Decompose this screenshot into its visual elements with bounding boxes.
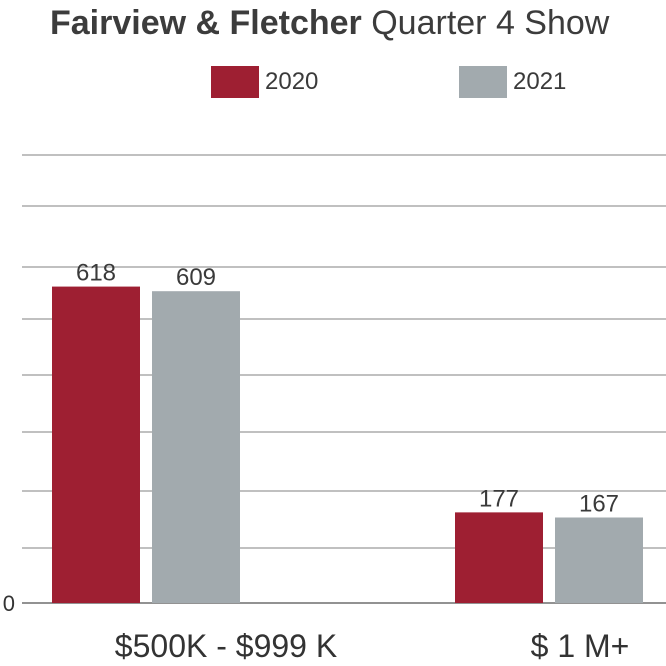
bar-2021-0 <box>152 291 240 603</box>
chart-title: Fairview & Fletcher Quarter 4 Show <box>50 4 609 43</box>
legend-swatch-2021 <box>459 66 507 98</box>
data-label-2020-0: 618 <box>76 260 116 287</box>
legend-label-2021: 2021 <box>513 68 567 95</box>
chart-title-rest: Quarter 4 Show <box>371 4 610 42</box>
legend-item-2021: 2021 <box>459 66 566 98</box>
chart-title-bold: Fairview & Fletcher <box>50 4 362 42</box>
legend-item-2020: 2020 <box>211 66 318 98</box>
x-tick-label-1: $ 1 M+ <box>531 628 630 664</box>
bar-2021-1 <box>555 517 643 603</box>
bar-2020-0 <box>52 286 140 603</box>
legend-swatch-2020 <box>211 66 259 98</box>
legend-label-2020: 2020 <box>265 68 319 95</box>
data-label-2020-1: 177 <box>479 485 519 512</box>
data-label-2021-1: 167 <box>579 490 619 517</box>
bar-2020-1 <box>455 512 543 603</box>
y-tick-label-0: 0 <box>3 591 15 616</box>
x-tick-label-0: $500K - $999 K <box>115 628 337 664</box>
data-label-2021-0: 609 <box>176 264 216 291</box>
